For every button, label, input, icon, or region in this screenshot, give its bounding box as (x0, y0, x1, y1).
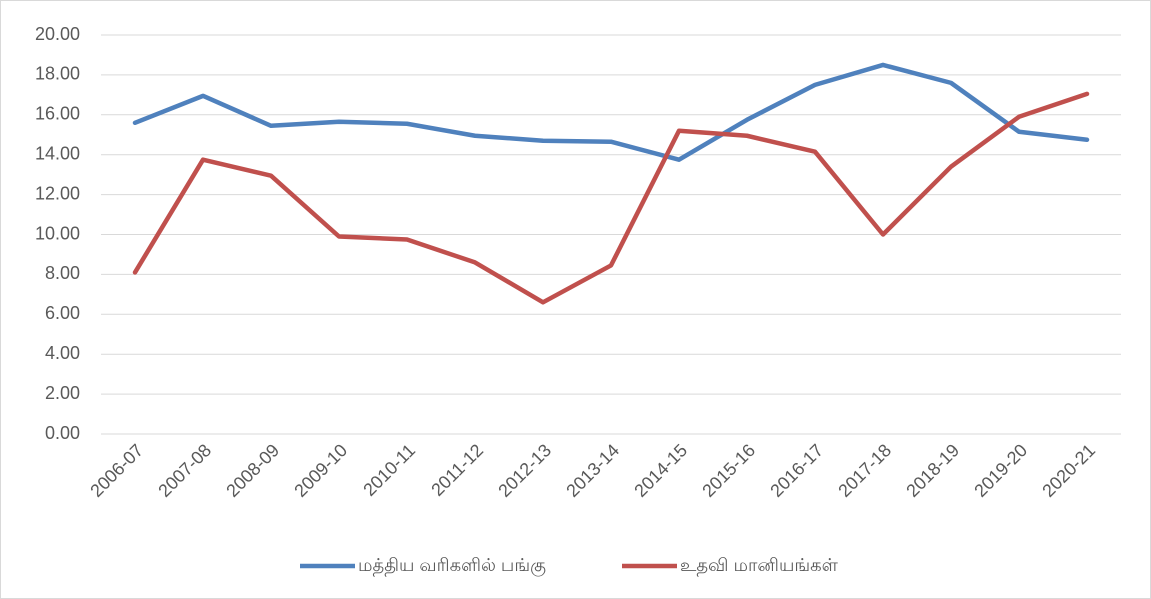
y-tick-label: 16.00 (35, 104, 80, 124)
y-tick-label: 4.00 (45, 343, 80, 363)
y-tick-label: 14.00 (35, 143, 80, 163)
series-line (132, 62, 1090, 162)
legend-label: மத்திய வரிகளில் பங்கு (358, 555, 546, 577)
y-tick-label: 20.00 (35, 24, 80, 44)
y-tick-label: 10.00 (35, 223, 80, 243)
y-tick-label: 0.00 (45, 423, 80, 443)
y-tick-label: 12.00 (35, 183, 80, 203)
y-tick-label: 6.00 (45, 303, 80, 323)
y-tick-label: 2.00 (45, 383, 80, 403)
series-line (132, 91, 1090, 305)
legend-label: உதவி மானியங்கள் (680, 555, 839, 577)
y-tick-label: 18.00 (35, 64, 80, 84)
y-tick-label: 8.00 (45, 263, 80, 283)
